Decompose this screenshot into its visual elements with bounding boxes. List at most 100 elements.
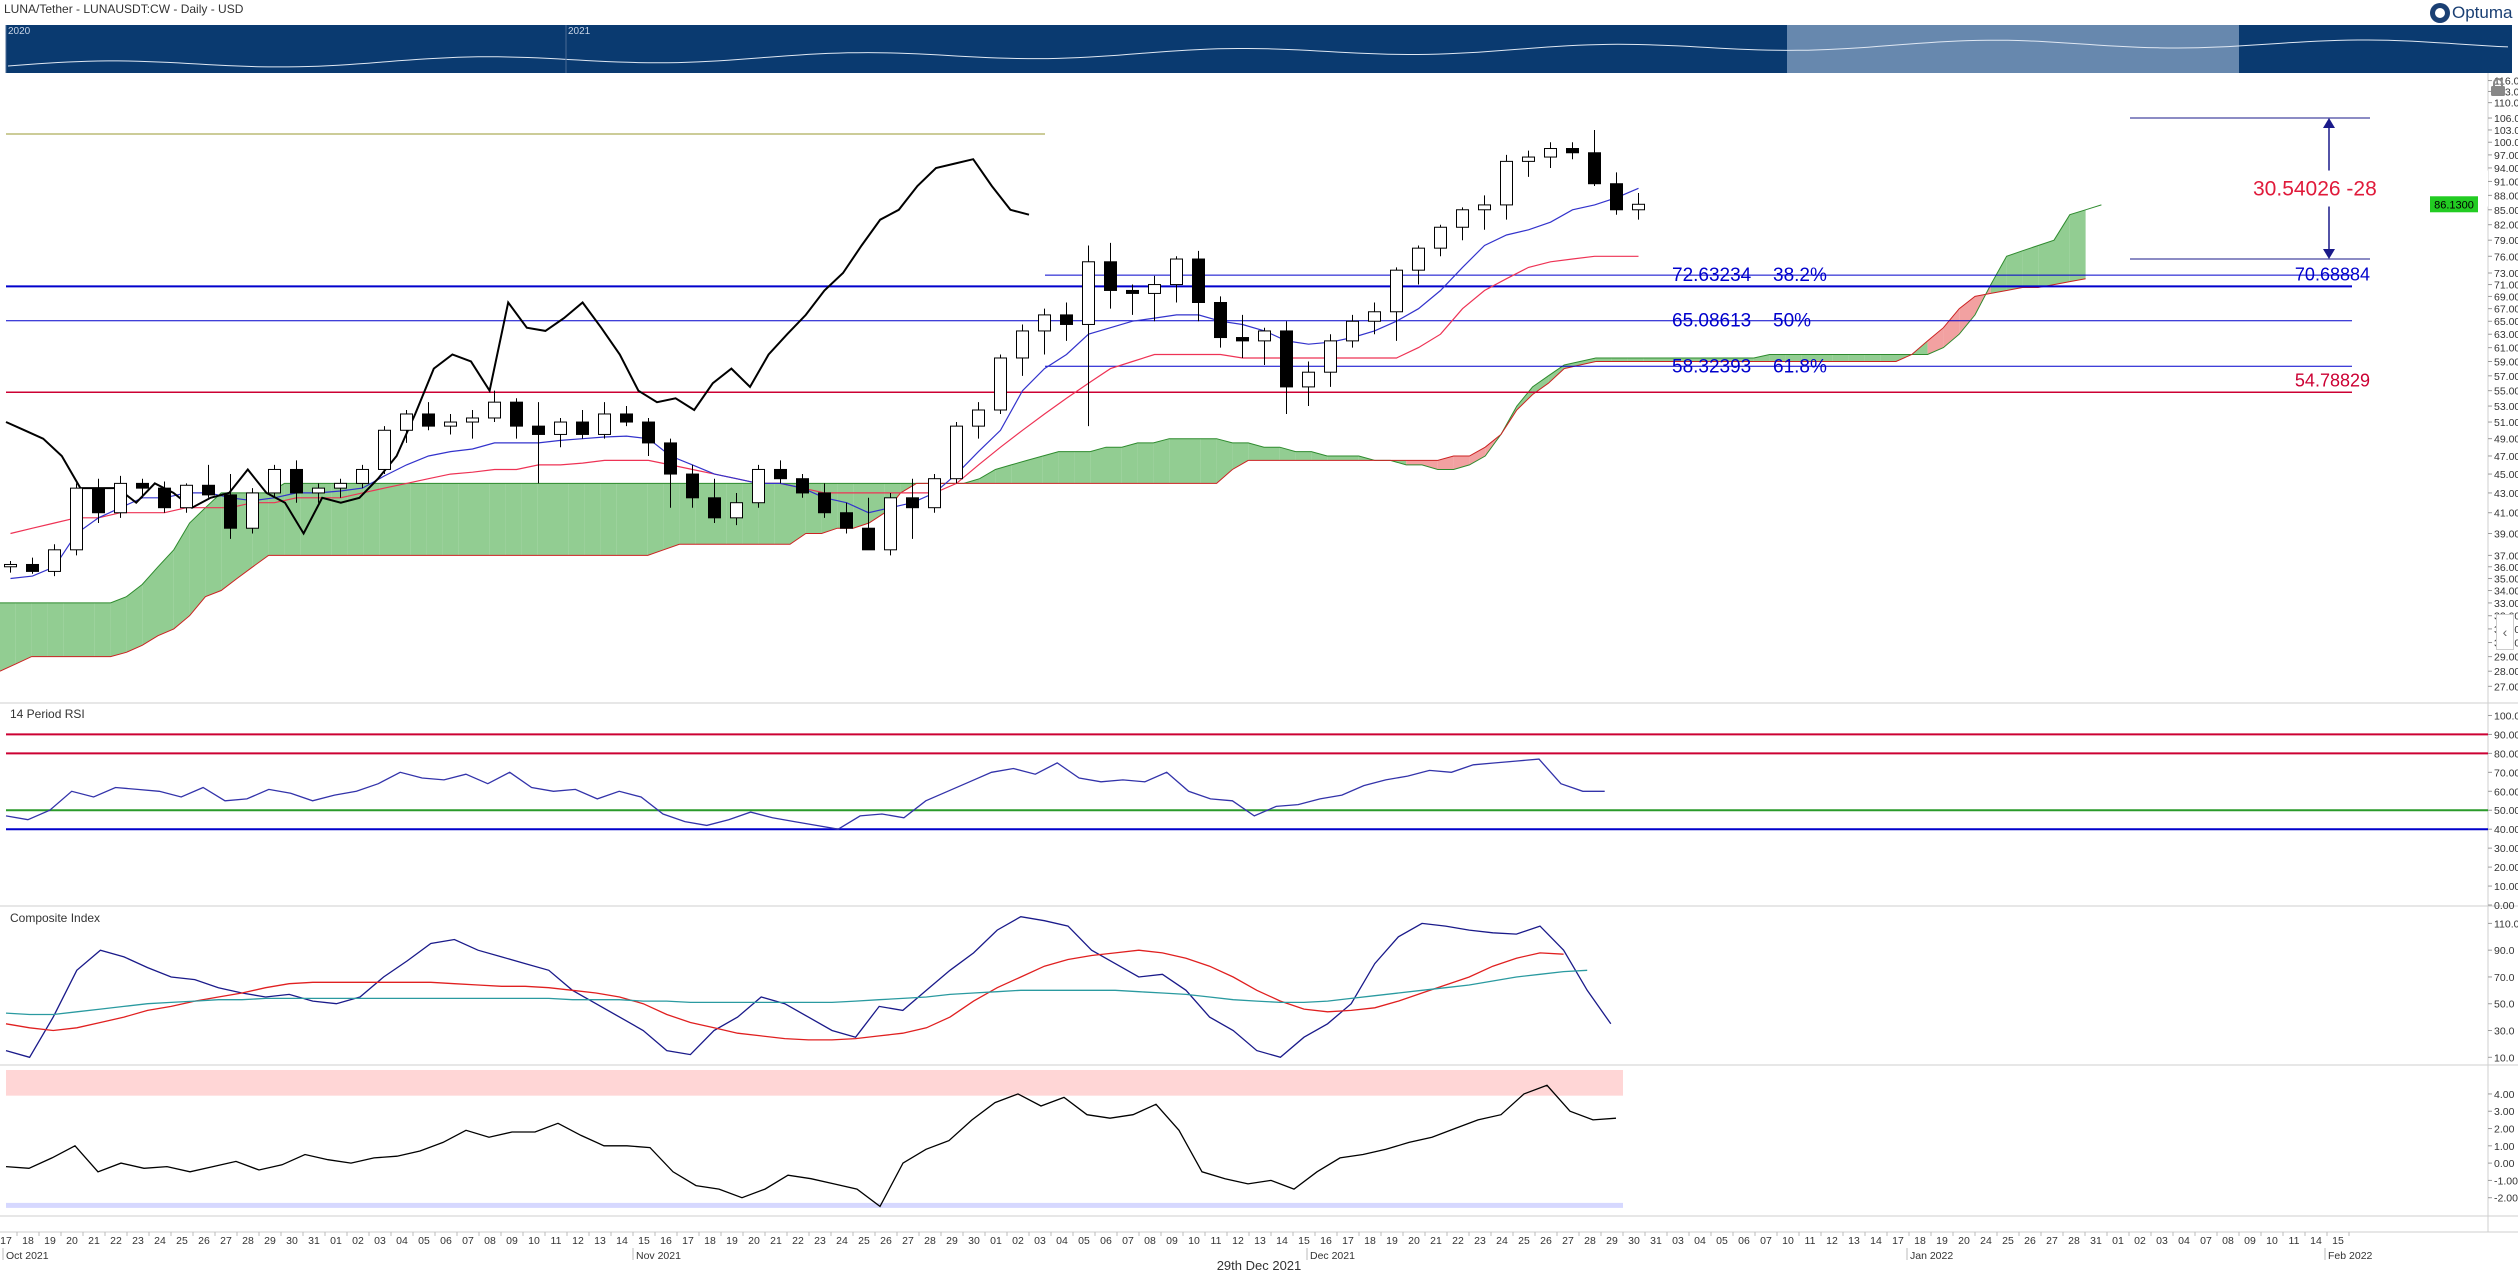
candle-down [642, 421, 655, 444]
x-month-label: Oct 2021 [6, 1250, 49, 1262]
panel-title: Composite Index [10, 911, 100, 925]
cloud-segment [2054, 214, 2070, 285]
cloud-segment [442, 483, 459, 556]
cloud-segment [1248, 442, 1264, 461]
cloud-segment [1169, 438, 1185, 484]
cloud-segment [1595, 357, 1612, 362]
x-day-label: 03 [1672, 1235, 1684, 1247]
x-day-label: 13 [1848, 1235, 1860, 1247]
candle-down [708, 497, 721, 519]
x-day-label: 17 [1342, 1235, 1354, 1247]
x-day-label: 25 [858, 1235, 870, 1247]
cloud-segment [679, 483, 696, 545]
candle-down [1588, 152, 1601, 185]
cloud-segment [205, 492, 222, 597]
x-day-label: 07 [1122, 1235, 1134, 1247]
candle-down [796, 478, 809, 494]
senkou-a-line [0, 204, 2102, 604]
cloud-segment [600, 483, 617, 556]
candle-down [664, 442, 677, 475]
ytick-label: 30.00 [2494, 843, 2518, 855]
candle-up [1170, 258, 1183, 286]
cloud-segment [1753, 354, 1770, 362]
cloud-segment [2006, 250, 2023, 291]
candle-up [1522, 156, 1535, 162]
price-ytick-label: 28.0000 [2494, 666, 2518, 678]
x-day-label: 25 [1518, 1235, 1530, 1247]
candle-down [136, 482, 149, 489]
candle-up [730, 502, 743, 519]
x-day-label: 12 [572, 1235, 584, 1247]
x-day-label: 21 [88, 1235, 100, 1247]
collapse-panel-icon[interactable]: ‹ [2496, 614, 2514, 650]
x-day-label: 07 [462, 1235, 474, 1247]
candle-up [884, 497, 897, 551]
candle-up [1390, 269, 1403, 313]
time-navigator-window[interactable] [1787, 25, 2239, 73]
x-day-label: 05 [418, 1235, 430, 1247]
x-day-label: 26 [880, 1235, 892, 1247]
optuma-logo-icon [2430, 3, 2450, 23]
ytick-label: 50.0 [2494, 999, 2515, 1011]
cloud-segment [1832, 354, 1849, 362]
cloud-segment [347, 483, 364, 556]
candle-down [422, 413, 435, 427]
candle-up [356, 468, 369, 484]
cloud-segment [1801, 354, 1817, 362]
x-day-label: 06 [440, 1235, 452, 1247]
cloud-segment [1532, 375, 1549, 395]
panel-frames [0, 73, 2518, 1232]
x-day-label: 25 [2002, 1235, 2014, 1247]
candlesticks[interactable] [4, 129, 1645, 577]
cloud-segment [379, 483, 395, 556]
cloud-segment [474, 483, 490, 556]
cloud-segment [853, 483, 869, 529]
cursor-date: 29th Dec 2021 [1216, 1258, 1302, 1273]
cloud-segment [1422, 460, 1438, 470]
senkou-b-line [0, 278, 2086, 672]
candle-up [334, 482, 347, 489]
candle-up [1434, 226, 1447, 249]
candle-up [554, 421, 567, 435]
ytick-label: 0.00 [2494, 900, 2515, 912]
cloud-segment [1943, 308, 1960, 348]
candle-up [1302, 371, 1315, 388]
cloud-segment [1690, 357, 1707, 362]
series-line [5, 1084, 1617, 1208]
cloud-segment [63, 602, 79, 657]
cloud-segment [979, 469, 996, 484]
candle-up [1500, 160, 1513, 206]
cloud-segment [79, 602, 95, 657]
candle-down [1280, 330, 1293, 388]
cloud-segment [1864, 354, 1881, 362]
x-month-label: Nov 2021 [636, 1250, 681, 1262]
candle-up [928, 478, 941, 509]
price-ytick-label: 106.0000 [2494, 113, 2518, 125]
cloud-segment [1027, 455, 1043, 484]
fib-percent-label: 61.8% [1773, 356, 1827, 377]
x-day-label: 31 [2090, 1235, 2102, 1247]
cloud-segment [1738, 357, 1754, 362]
x-day-label: 26 [198, 1235, 210, 1247]
ytick-label: 10.0 [2494, 1052, 2515, 1064]
candle-up [444, 421, 457, 427]
price-ytick-label: 103.0000 [2494, 125, 2518, 137]
x-day-label: 10 [1782, 1235, 1794, 1247]
candle-down [1566, 148, 1579, 154]
lock-icon[interactable] [2488, 77, 2508, 97]
x-day-label: 07 [1760, 1235, 1772, 1247]
candle-up [246, 492, 259, 529]
x-day-label: 22 [1452, 1235, 1464, 1247]
x-day-label: 29 [1606, 1235, 1618, 1247]
cloud-segment [1137, 442, 1154, 484]
x-day-label: 05 [1716, 1235, 1728, 1247]
x-day-label: 17 [682, 1235, 694, 1247]
candle-up [1456, 209, 1469, 228]
x-day-label: 10 [2266, 1235, 2278, 1247]
candle-up [994, 357, 1007, 411]
x-day-label: 02 [352, 1235, 364, 1247]
fib-level-label: 72.63234 [1672, 265, 1752, 286]
x-day-label: 18 [22, 1235, 34, 1247]
cloud-segment [584, 483, 601, 556]
